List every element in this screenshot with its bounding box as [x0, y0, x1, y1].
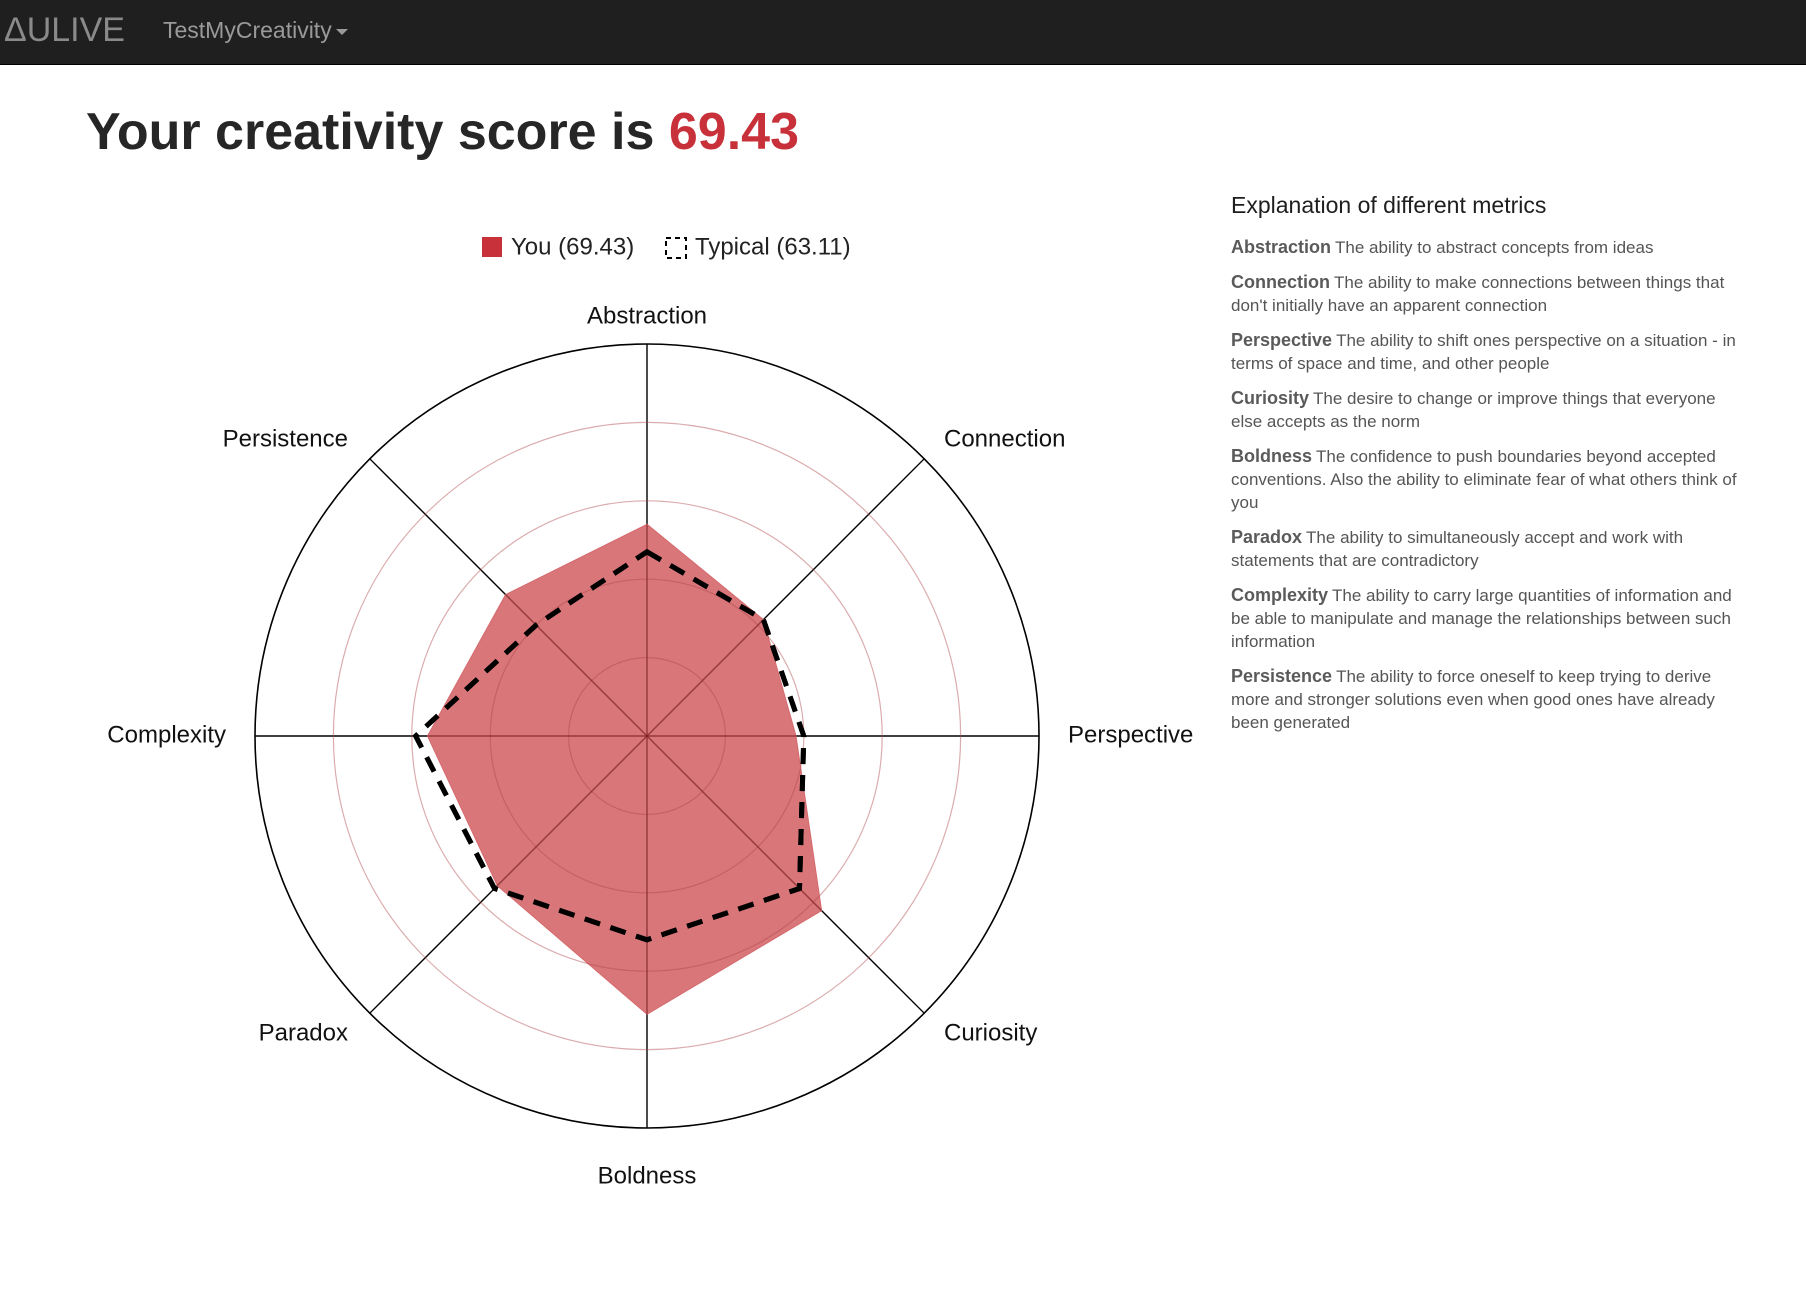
metric-description: The ability to simultaneously accept and…	[1231, 528, 1684, 570]
brand-logo[interactable]: ΔULIVE	[4, 11, 125, 49]
radar-series	[332, 421, 962, 1051]
metric-description: The confidence to push boundaries beyond…	[1231, 447, 1737, 512]
metric-name: Persistence	[1231, 666, 1333, 686]
inner-ring-overlay-4	[332, 421, 962, 1051]
axis-label-perspective: Perspective	[1068, 721, 1193, 748]
inner-spoke-overlay-persistence	[505, 594, 648, 737]
navbar: ΔULIVE TestMyCreativity	[0, 0, 1806, 65]
metric-name: Perspective	[1231, 330, 1333, 350]
metric-name: Complexity	[1231, 585, 1329, 605]
creativity-score: 69.43	[668, 103, 800, 161]
axis-label-boldness: Boldness	[598, 1162, 697, 1189]
metric-name: Boldness	[1231, 446, 1313, 466]
inner-spoke-overlay-paradox	[496, 735, 648, 887]
metric-item-boldness: Boldness The confidence to push boundarie…	[1231, 445, 1751, 514]
chart-legend: You (69.43) Typical (63.11)	[482, 233, 851, 260]
metric-list: Abstraction The ability to abstract conce…	[1231, 236, 1751, 734]
dropdown-label: TestMyCreativity	[163, 17, 332, 43]
metric-description: The ability to abstract concepts from id…	[1335, 238, 1654, 257]
metric-item-abstraction: Abstraction The ability to abstract conce…	[1231, 236, 1751, 259]
axis-label-persistence: Persistence	[223, 425, 348, 452]
testmycreativity-dropdown[interactable]: TestMyCreativity	[163, 17, 348, 43]
radar-chart: You (69.43) Typical (63.11) Abstraction Co…	[107, 233, 1193, 1189]
metric-item-connection: Connection The ability to make connection…	[1231, 271, 1751, 317]
legend-label-typical: Typical (63.11)	[695, 233, 851, 260]
metric-name: Curiosity	[1231, 388, 1310, 408]
title-prefix: Your creativity score is	[86, 103, 669, 161]
caret-down-icon	[335, 28, 348, 35]
metric-item-paradox: Paradox The ability to simultaneously acc…	[1231, 526, 1751, 572]
metric-item-perspective: Perspective The ability to shift ones per…	[1231, 329, 1751, 375]
radar-axis-labels: Abstraction Connection Perspective Curiosit…	[107, 302, 1193, 1189]
page-title: Your creativity score is 69.43	[86, 100, 799, 164]
axis-label-complexity: Complexity	[107, 721, 226, 748]
legend-label-you: You (69.43)	[511, 233, 634, 260]
axis-label-connection: Connection	[944, 425, 1065, 452]
axis-label-abstraction: Abstraction	[587, 302, 707, 329]
metric-description: The ability to force oneself to keep try…	[1231, 667, 1715, 732]
series-typical-outline-top	[412, 548, 807, 943]
legend-swatch-typical	[665, 237, 687, 259]
metric-description: The ability to carry large quantities of…	[1231, 586, 1732, 651]
metric-description: The desire to change or improve things t…	[1231, 389, 1716, 431]
metric-name: Paradox	[1231, 527, 1303, 547]
metric-description: The ability to make connections between …	[1231, 273, 1725, 315]
metric-name: Connection	[1231, 272, 1330, 292]
metric-description: The ability to shift ones perspective on…	[1231, 331, 1736, 373]
metric-item-curiosity: Curiosity The desire to change or improve…	[1231, 387, 1751, 433]
inner-spoke-overlay-connection	[646, 619, 764, 737]
metric-name: Abstraction	[1231, 237, 1332, 257]
inner-spoke-overlay-curiosity	[646, 735, 823, 912]
axis-label-curiosity: Curiosity	[944, 1019, 1037, 1046]
metric-item-persistence: Persistence The ability to force oneself …	[1231, 665, 1751, 734]
metrics-explanation: Explanation of different metrics Abstrac…	[1231, 190, 1751, 746]
metric-item-complexity: Complexity The ability to carry large qua…	[1231, 584, 1751, 653]
legend-swatch-you	[482, 237, 502, 257]
axis-label-paradox: Paradox	[259, 1019, 348, 1046]
explanation-title: Explanation of different metrics	[1231, 192, 1547, 218]
